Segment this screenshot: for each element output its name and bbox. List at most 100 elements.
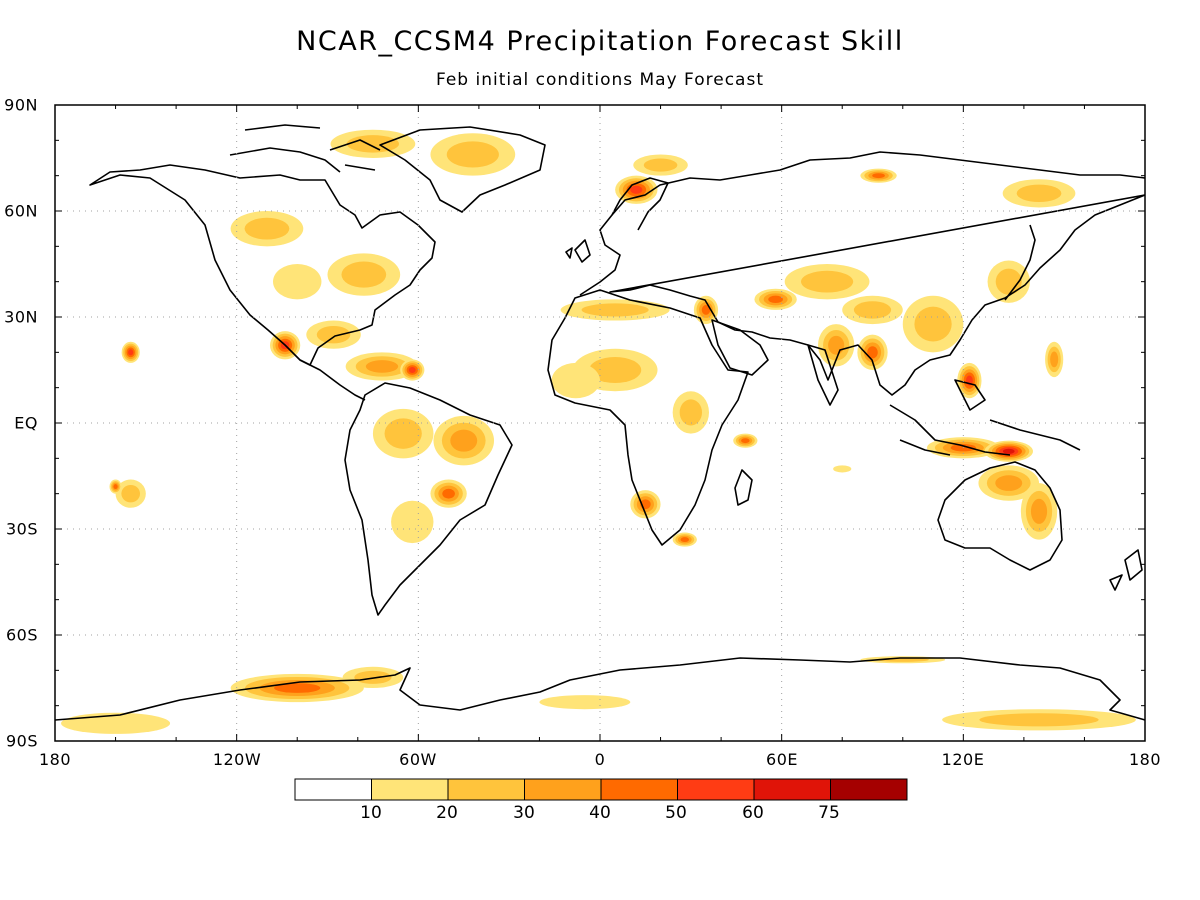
- skill-region: [633, 154, 688, 176]
- lon-label-60e: 60E: [766, 750, 798, 769]
- skill-contour: [643, 158, 678, 172]
- skill-region: [733, 433, 758, 448]
- skill-contour: [341, 261, 387, 288]
- lon-label-60w: 60W: [399, 750, 437, 769]
- skill-contour: [539, 695, 631, 710]
- lat-label-90n: 90N: [4, 95, 38, 115]
- coastline-north-america: [89, 164, 436, 366]
- axis-ticks: [54, 104, 1146, 742]
- skill-region: [121, 341, 140, 363]
- skill-contour: [853, 301, 892, 319]
- skill-contour: [914, 306, 952, 342]
- colorbar-label-10: 10: [360, 803, 382, 823]
- skill-region: [372, 408, 434, 459]
- skill-region: [330, 129, 416, 158]
- skill-contour: [995, 475, 1023, 491]
- skill-contour: [408, 366, 416, 374]
- skill-contour: [979, 713, 1099, 727]
- coastline-south-america: [344, 382, 513, 616]
- skill-region: [391, 500, 434, 544]
- skill-contour: [872, 173, 885, 179]
- skill-contour: [450, 429, 478, 452]
- skill-region: [345, 352, 419, 381]
- map-title: NCAR_CCSM4 Precipitation Forecast Skill: [296, 26, 904, 57]
- lon-label-120e: 120E: [941, 750, 985, 769]
- skill-region: [433, 415, 495, 466]
- coastline-madagascar: [734, 469, 753, 506]
- skill-region: [109, 479, 122, 494]
- colorbar-swatch: [294, 778, 372, 801]
- skill-region: [230, 211, 304, 247]
- skill-region: [833, 465, 852, 473]
- skill-region: [902, 295, 964, 353]
- skill-region: [230, 673, 364, 703]
- skill-region: [754, 288, 797, 310]
- skill-contour: [346, 135, 400, 153]
- lat-label-eq: EQ: [14, 413, 38, 433]
- skill-contour: [630, 185, 643, 194]
- skill-contour: [828, 335, 845, 355]
- lat-label-60n: 60N: [4, 201, 38, 221]
- coastline-arabia: [711, 319, 769, 376]
- skill-contour: [365, 360, 399, 373]
- skill-contour: [384, 418, 422, 449]
- colorbar-swatch: [524, 778, 602, 801]
- skill-region: [1002, 179, 1076, 208]
- skill-region: [327, 253, 401, 296]
- lon-label-0: 0: [594, 750, 606, 769]
- skill-contour: [446, 141, 499, 168]
- skill-contour: [244, 217, 290, 240]
- skill-contour: [833, 465, 852, 473]
- skill-contour: [1030, 498, 1048, 524]
- coastline-scandinavia: [611, 177, 669, 231]
- coastline-greenland: [379, 126, 546, 213]
- skill-region: [306, 320, 361, 349]
- skill-region: [273, 264, 322, 300]
- coastline-british-isles: [565, 239, 591, 263]
- lon-label-120w: 120W: [212, 750, 262, 769]
- coastline-central-america: [299, 359, 366, 401]
- graticule: [55, 105, 1145, 741]
- skill-contour: [273, 264, 322, 300]
- skill-contour: [679, 399, 703, 426]
- colorbar-swatch: [447, 778, 525, 801]
- colorbar-label-60: 60: [742, 803, 764, 823]
- lat-label-30s: 30S: [5, 519, 38, 539]
- skill-region: [942, 709, 1136, 731]
- skill-contour: [316, 325, 351, 344]
- skill-contour: [1050, 351, 1059, 368]
- skill-contour: [800, 270, 854, 293]
- skill-contour: [867, 346, 878, 359]
- skill-region: [615, 175, 658, 204]
- skill-region: [430, 133, 516, 176]
- skill-region: [842, 295, 903, 325]
- skill-region: [987, 260, 1030, 303]
- lon-label-180w: 180: [38, 750, 72, 769]
- skill-contour: [551, 362, 600, 399]
- coastline-layer: [55, 124, 1145, 721]
- skill-contour: [121, 484, 141, 503]
- coastline-indonesia: [889, 379, 1081, 456]
- colorbar-swatch: [830, 778, 908, 801]
- skill-region: [984, 440, 1033, 462]
- skill-region: [400, 359, 425, 381]
- colorbar-swatch: [371, 778, 449, 801]
- skill-region: [115, 479, 146, 508]
- skill-contour: [391, 500, 434, 544]
- coastline-japan: [1004, 224, 1036, 301]
- coastline-australia: [937, 461, 1063, 571]
- skill-region: [978, 465, 1040, 501]
- skill-region: [860, 168, 897, 183]
- lat-label-90s: 90S: [5, 731, 38, 751]
- skill-region: [672, 391, 709, 434]
- coastline-eurasia: [579, 151, 1145, 396]
- skill-contour: [274, 683, 321, 693]
- skill-contour: [741, 438, 750, 444]
- skill-region: [430, 479, 467, 508]
- skill-regions-layer: [61, 129, 1136, 734]
- skill-contour: [113, 484, 118, 490]
- colorbar-swatch: [600, 778, 678, 801]
- coastline-africa: [547, 289, 749, 546]
- colorbar-label-30: 30: [513, 803, 535, 823]
